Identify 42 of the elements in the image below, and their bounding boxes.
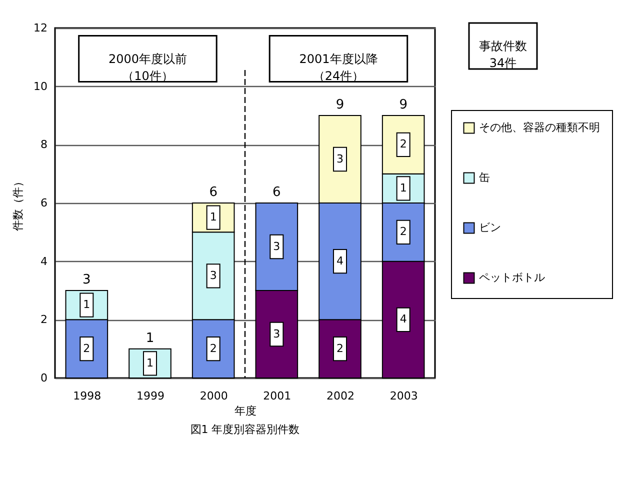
total-label: 6 <box>209 185 218 200</box>
legend-label: その他、容器の種類不明 <box>479 121 600 134</box>
x-tick-label: 2001 <box>263 390 292 402</box>
y-tick-label: 6 <box>40 196 48 210</box>
data-label: 3 <box>336 152 344 166</box>
y-tick-label: 2 <box>40 313 48 326</box>
data-label: 2 <box>83 342 90 355</box>
legend-label: ビン <box>479 221 501 234</box>
legend-label: ペットボトル <box>479 271 545 284</box>
text: 図1 年度別容器別件数 <box>190 423 300 436</box>
data-label: 1 <box>210 210 217 224</box>
x-tick-label: 1999 <box>136 390 164 402</box>
y-tick-label: 0 <box>40 372 48 384</box>
total-label: 1 <box>146 330 154 346</box>
data-label: 2 <box>400 225 407 238</box>
y-axis-title: 件数（件） <box>12 176 25 231</box>
data-label: 3 <box>273 327 280 340</box>
data-label: 1 <box>400 181 407 194</box>
data-label: 1 <box>146 356 154 370</box>
total-label: 6 <box>272 185 281 200</box>
x-tick-label: 2003 <box>390 390 418 402</box>
x-tick-label: 2000 <box>200 390 228 402</box>
total-label: 9 <box>399 98 408 112</box>
text: 事故件数34件 <box>479 39 527 70</box>
x-tick-label: 2002 <box>326 390 354 402</box>
x-axis-title: 年度 <box>234 404 256 418</box>
y-tick-label: 4 <box>40 254 48 268</box>
data-label: 4 <box>336 254 344 268</box>
data-label: 3 <box>210 268 217 282</box>
data-label: 1 <box>83 298 90 312</box>
y-tick-label: 8 <box>40 138 48 152</box>
legend-label: 缶 <box>479 171 490 184</box>
total-label: 9 <box>336 98 344 112</box>
data-label: 2 <box>210 342 217 355</box>
data-label: 4 <box>400 312 407 326</box>
data-label: 2 <box>400 138 407 151</box>
y-tick-label: 12 <box>34 22 48 34</box>
data-label: 2 <box>336 342 344 355</box>
total-label: 3 <box>82 272 91 288</box>
data-label: 3 <box>273 240 280 253</box>
y-tick-label: 10 <box>34 80 48 93</box>
x-tick-label: 1998 <box>73 390 102 402</box>
